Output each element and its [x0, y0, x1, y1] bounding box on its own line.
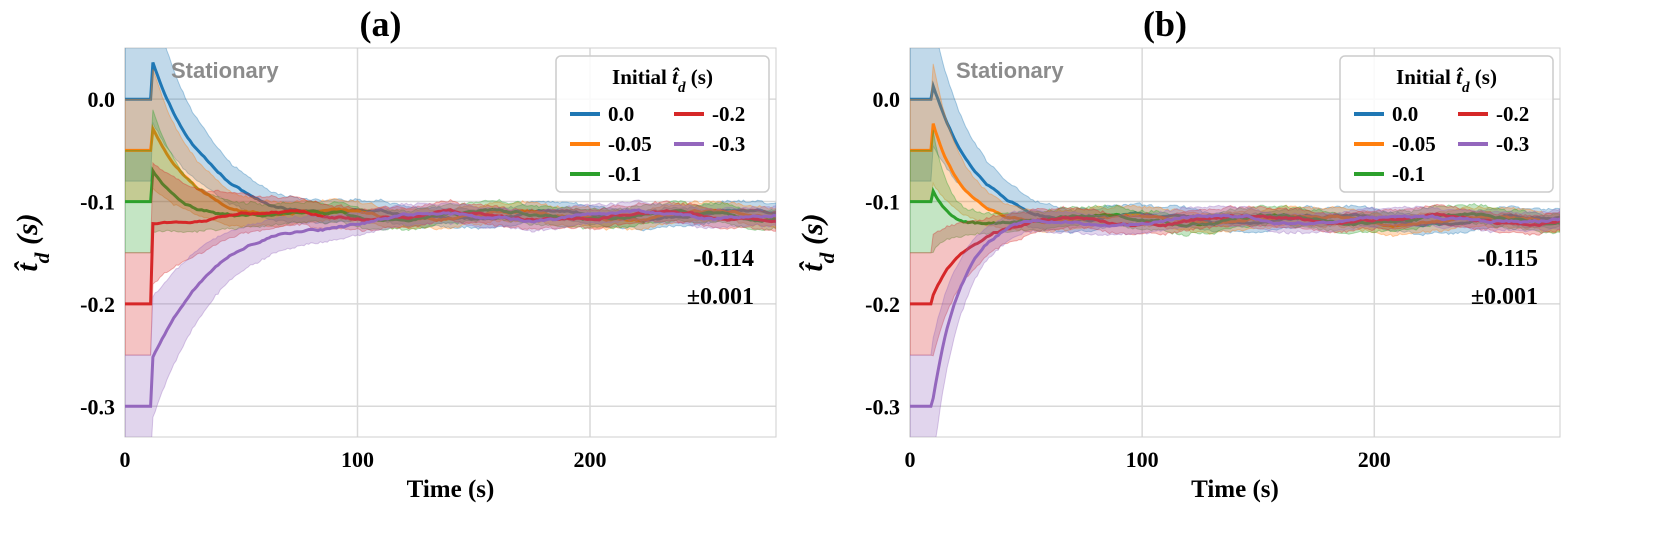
legend-title: Initial t̂d (s)	[1396, 65, 1497, 96]
y-tick-label: 0.0	[88, 87, 116, 112]
y-axis-label: t̂d (s)	[11, 213, 54, 271]
y-tick-label: 0.0	[873, 87, 901, 112]
y-tick-label: -0.3	[865, 394, 900, 419]
legend-entry--0.3: -0.3	[712, 132, 745, 156]
band--0.3	[125, 199, 776, 437]
legend-box	[1339, 55, 1554, 193]
series-line--0.05	[910, 123, 1560, 229]
x-tick-label: 100	[1126, 447, 1159, 472]
band--0.1	[125, 109, 776, 254]
legend-entry--0.3: -0.3	[1496, 132, 1529, 156]
stationary-label: Stationary	[171, 58, 279, 83]
series-line--0.3	[125, 208, 776, 408]
x-axis-label: Time (s)	[407, 476, 495, 503]
x-tick-label: 100	[341, 447, 374, 472]
plot-area	[910, 48, 1560, 437]
final-uncertainty: ±0.001	[687, 284, 754, 310]
plot-area	[125, 48, 776, 437]
series-line--0.3	[910, 213, 1560, 408]
legend-entry-0.0: 0.0	[1392, 102, 1418, 126]
y-tick-label: -0.2	[80, 292, 115, 317]
legend-title: Initial t̂d (s)	[612, 65, 713, 96]
final-uncertainty: ±0.001	[1471, 284, 1538, 310]
plot-frame	[909, 47, 1561, 438]
legend-entry--0.2: -0.2	[712, 102, 745, 126]
x-tick-label: 0	[120, 447, 131, 472]
band--0.2	[910, 203, 1560, 357]
panel-title: (a)	[360, 4, 402, 44]
y-tick-label: -0.3	[80, 394, 115, 419]
legend-entry--0.1: -0.1	[1392, 162, 1425, 186]
legend-box	[555, 55, 770, 193]
x-axis-label: Time (s)	[1191, 476, 1279, 503]
stationary-label: Stationary	[956, 58, 1064, 83]
legend-entry-0.0: 0.0	[608, 102, 634, 126]
plot-frame	[124, 47, 777, 438]
legend-entry--0.05: -0.05	[608, 132, 652, 156]
legend-entry--0.2: -0.2	[1496, 102, 1529, 126]
legend: Initial t̂d (s) 0.0 -0.05 -0.1 -0.2 -0.3	[555, 55, 770, 193]
y-tick-label: -0.2	[865, 292, 900, 317]
series-line--0.2	[125, 208, 776, 306]
final-value: -0.114	[693, 246, 754, 272]
y-tick-label: -0.1	[80, 190, 115, 215]
x-tick-label: 200	[1358, 447, 1391, 472]
band--0.3	[910, 204, 1560, 437]
legend-entry--0.05: -0.05	[1392, 132, 1436, 156]
band--0.05	[125, 69, 776, 232]
panel-title: (b)	[1143, 4, 1187, 44]
x-tick-label: 0	[905, 447, 916, 472]
x-tick-label: 200	[574, 447, 607, 472]
legend-entry--0.1: -0.1	[608, 162, 641, 186]
legend: Initial t̂d (s) 0.0 -0.05 -0.1 -0.2 -0.3	[1339, 55, 1554, 193]
final-value: -0.115	[1477, 246, 1538, 272]
y-axis-label: t̂d (s)	[796, 213, 839, 271]
chart-panel-a: Stationary 0 100 200 0.0 -0.1 -0.2 -0.3 Time (s)…	[11, 4, 777, 503]
y-tick-label: -0.1	[865, 190, 900, 215]
chart-panel-b: Stationary 0 100 200 0.0 -0.1 -0.2 -0.3 Time (s)…	[796, 4, 1561, 503]
